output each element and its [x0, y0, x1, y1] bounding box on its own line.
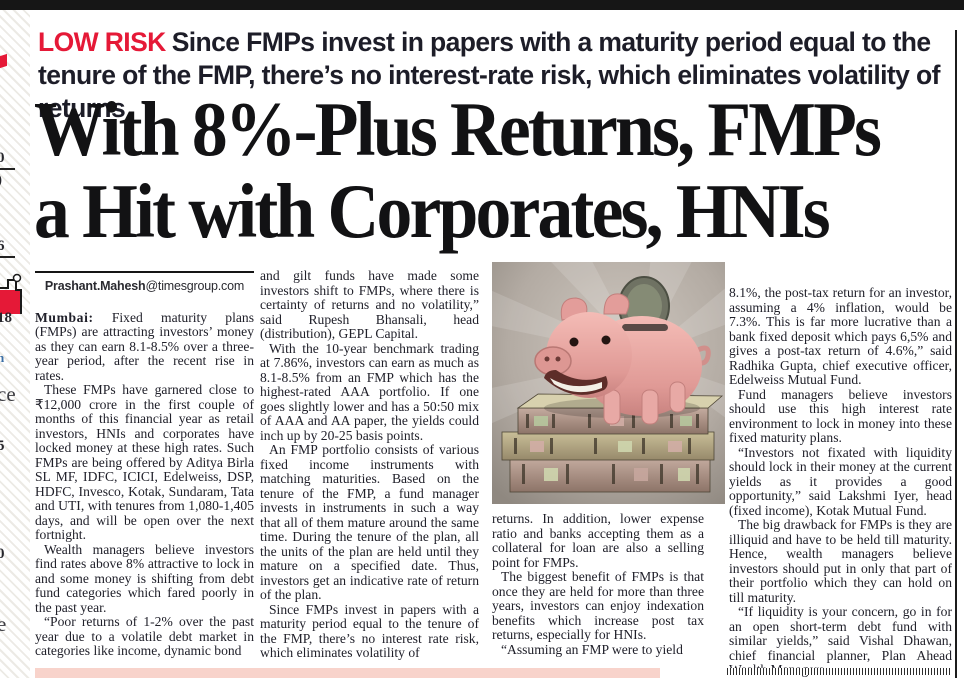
piggy-bank-image [492, 262, 725, 504]
headline: With 8%-Plus Returns, FMPs a Hit with Co… [34, 88, 960, 264]
paragraph-text: Fixed maturity plans (FMPs) are attracti… [35, 309, 254, 383]
adjacent-page-edge: 0 ) 6 18 h ce 5 0 e [0, 10, 30, 678]
column-1: Prashant.Mahesh@timesgroup.com Mumbai: F… [35, 262, 254, 678]
page-top-rule [0, 0, 964, 10]
right-column-rule [955, 30, 957, 678]
article-body: Prashant.Mahesh@timesgroup.com Mumbai: F… [35, 262, 952, 678]
paragraph: Fund managers believe investors should u… [729, 386, 952, 445]
headline-line-1: With 8%-Plus Returns, FMPs [34, 88, 882, 172]
paragraph: These FMPs have garnered close to ₹12,00… [35, 382, 254, 542]
paragraph: “Investors not fixated with liquidity sh… [729, 444, 952, 518]
byline: Prashant.Mahesh@timesgroup.com [35, 279, 254, 294]
paragraph: The biggest benefit of FMPs is that once… [492, 569, 704, 642]
edge-fragment: ) [0, 172, 2, 189]
paragraph: Mumbai: Fixed maturity plans (FMPs) are … [35, 309, 254, 384]
edge-fragment: e [0, 612, 7, 636]
edge-fragment: 18 [0, 310, 12, 326]
edge-rule-fragment [0, 168, 15, 170]
paragraph: and gilt funds have made some investors … [260, 268, 479, 341]
paragraph: “If liquidity is your concern, go in for… [729, 604, 952, 676]
column-2: and gilt funds have made some investors … [260, 262, 479, 678]
paragraph: 8.1%, the post-tax return for an investo… [729, 285, 952, 387]
paragraph: “Assuming an FMP were to yield [501, 641, 683, 657]
next-section-band [35, 668, 660, 678]
column-4: 8.1%, the post-tax return for an investo… [729, 262, 952, 678]
column-3: returns. In addition, lower expense rati… [492, 262, 725, 678]
byline-author: Prashant.Mahesh [44, 279, 146, 293]
edge-red-mark [0, 53, 7, 69]
divider-stripes [727, 668, 951, 675]
edge-fragment: 6 [0, 238, 5, 254]
paragraph: returns. In addition, lower expense rati… [492, 511, 704, 570]
dateline: Mumbai: [35, 309, 94, 325]
edge-fragment: 0 [0, 546, 5, 562]
edge-rule-fragment [0, 256, 15, 258]
paragraph: “Poor returns of 1-2% over the past year… [35, 614, 254, 658]
paragraph: With the 10-year benchmark trading at 7.… [260, 340, 479, 443]
article-page: LOW RISK Since FMPs invest in papers with… [30, 10, 964, 678]
column-3-text: returns. In addition, lower expense rati… [492, 504, 704, 657]
edge-fragment: ce [0, 382, 16, 406]
standfirst-text: Since FMPs invest in papers with a matur… [38, 27, 940, 123]
paragraph: The big drawback for FMPs is they are il… [729, 517, 952, 605]
edge-fragment: h [0, 350, 5, 365]
edge-fragment: 5 [0, 438, 5, 454]
paragraph: Since FMPs invest in papers with a matur… [260, 601, 479, 660]
byline-domain: @timesgroup.com [145, 279, 245, 293]
edge-chart-fragment [0, 273, 22, 314]
standfirst: LOW RISK Since FMPs invest in papers with… [38, 26, 950, 125]
byline-rule [35, 271, 254, 273]
edge-fragment: 0 [0, 150, 5, 166]
headline-line-2: a Hit with Corporates, HNIs [34, 168, 831, 254]
paragraph: An FMP portfolio consists of various fix… [260, 442, 479, 602]
low-risk-tag: LOW RISK [38, 27, 166, 57]
paragraph: Wealth managers believe investors find r… [35, 541, 254, 615]
